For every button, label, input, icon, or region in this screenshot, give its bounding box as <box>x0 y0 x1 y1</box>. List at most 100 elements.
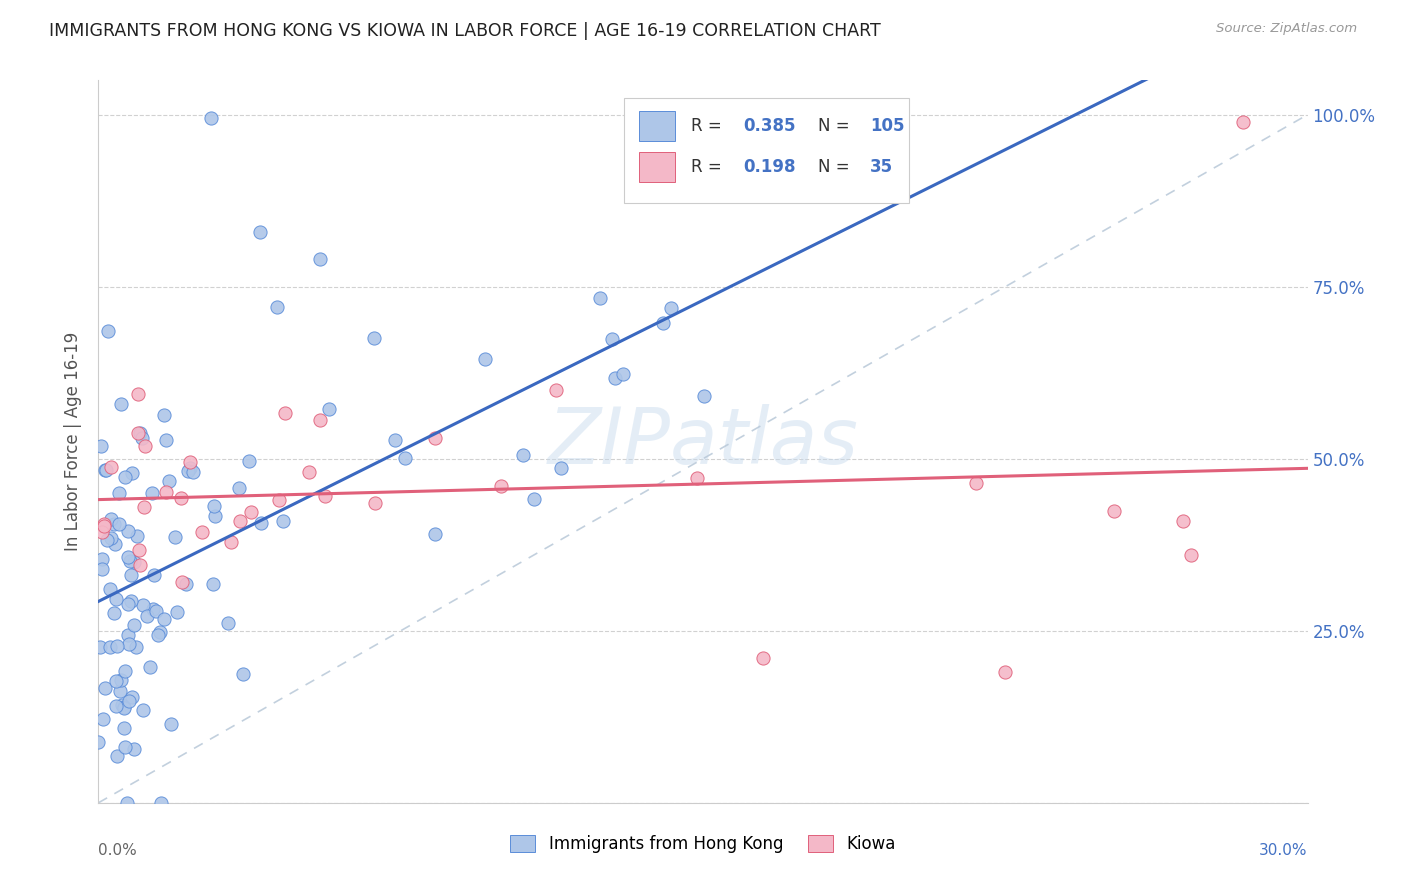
Point <box>221 534 243 549</box>
Point <box>132 598 155 612</box>
Point <box>1180 548 1202 562</box>
Point <box>589 291 612 305</box>
Point <box>693 389 716 403</box>
Point <box>228 514 250 528</box>
Point <box>612 367 634 381</box>
Text: 35: 35 <box>870 158 893 176</box>
Point <box>200 111 222 125</box>
Point <box>105 639 128 653</box>
Point <box>249 225 271 239</box>
Point <box>149 796 172 810</box>
Point <box>179 460 201 475</box>
Point <box>1232 114 1254 128</box>
Point <box>652 316 675 330</box>
Point <box>110 673 132 688</box>
Point <box>149 625 172 640</box>
Point <box>117 628 139 642</box>
Point <box>165 530 187 544</box>
Point <box>474 352 496 367</box>
Text: ZIPatlas: ZIPatlas <box>547 403 859 480</box>
Y-axis label: In Labor Force | Age 16-19: In Labor Force | Age 16-19 <box>65 332 83 551</box>
Legend: Immigrants from Hong Kong, Kiowa: Immigrants from Hong Kong, Kiowa <box>503 828 903 860</box>
Point <box>104 674 127 689</box>
Point <box>118 637 141 651</box>
Point <box>181 465 204 479</box>
Text: Source: ZipAtlas.com: Source: ZipAtlas.com <box>1216 22 1357 36</box>
Point <box>1102 504 1125 518</box>
Point <box>91 524 114 539</box>
Point <box>98 640 121 654</box>
Point <box>107 516 129 531</box>
Text: N =: N = <box>818 117 849 135</box>
Point <box>166 605 188 619</box>
Point <box>110 698 132 712</box>
Point <box>118 554 141 568</box>
Point <box>125 640 148 654</box>
Point <box>204 499 226 513</box>
Point <box>603 370 626 384</box>
Text: 0.198: 0.198 <box>742 158 796 176</box>
Point <box>131 432 153 446</box>
Point <box>139 660 162 674</box>
Point <box>145 604 167 618</box>
Point <box>134 439 156 453</box>
Point <box>159 716 181 731</box>
Point <box>90 561 112 575</box>
Point <box>105 749 128 764</box>
Point <box>118 694 141 708</box>
Text: 105: 105 <box>870 117 904 135</box>
Point <box>112 700 135 714</box>
Point <box>114 739 136 754</box>
Point <box>122 618 145 632</box>
Point <box>394 451 416 466</box>
Point <box>425 527 447 541</box>
Point <box>110 683 132 698</box>
Point <box>364 496 387 510</box>
Point <box>117 524 139 539</box>
Point <box>112 701 135 715</box>
Point <box>97 324 120 338</box>
Point <box>491 479 513 493</box>
Point <box>157 474 180 488</box>
Point <box>191 525 214 540</box>
Point <box>132 704 155 718</box>
Point <box>105 699 128 714</box>
Point <box>100 531 122 545</box>
Point <box>176 576 198 591</box>
Text: R =: R = <box>690 158 721 176</box>
Point <box>90 439 112 453</box>
Point <box>318 401 340 416</box>
FancyBboxPatch shape <box>624 98 908 203</box>
Bar <box>638 111 675 141</box>
Point <box>423 431 446 445</box>
Point <box>120 594 142 608</box>
Point <box>686 470 709 484</box>
Point <box>100 512 122 526</box>
Point <box>170 574 193 589</box>
Point <box>1173 514 1195 528</box>
Point <box>105 591 128 606</box>
Point <box>96 533 118 547</box>
Point <box>363 331 385 345</box>
Text: R =: R = <box>690 117 721 135</box>
Point <box>176 464 198 478</box>
Point <box>112 721 135 735</box>
Point <box>600 332 623 346</box>
Point <box>91 551 114 566</box>
Point <box>94 681 117 696</box>
Point <box>232 666 254 681</box>
Point <box>103 516 125 531</box>
Point <box>110 397 132 411</box>
Text: N =: N = <box>818 158 849 176</box>
Point <box>309 412 332 426</box>
Point <box>120 567 142 582</box>
Point <box>100 459 122 474</box>
Point <box>298 465 321 479</box>
Point <box>153 612 176 626</box>
Point <box>127 426 149 441</box>
Point <box>117 598 139 612</box>
Point <box>114 664 136 678</box>
Point <box>179 455 201 469</box>
Point <box>114 470 136 484</box>
Text: 0.0%: 0.0% <box>98 843 138 857</box>
